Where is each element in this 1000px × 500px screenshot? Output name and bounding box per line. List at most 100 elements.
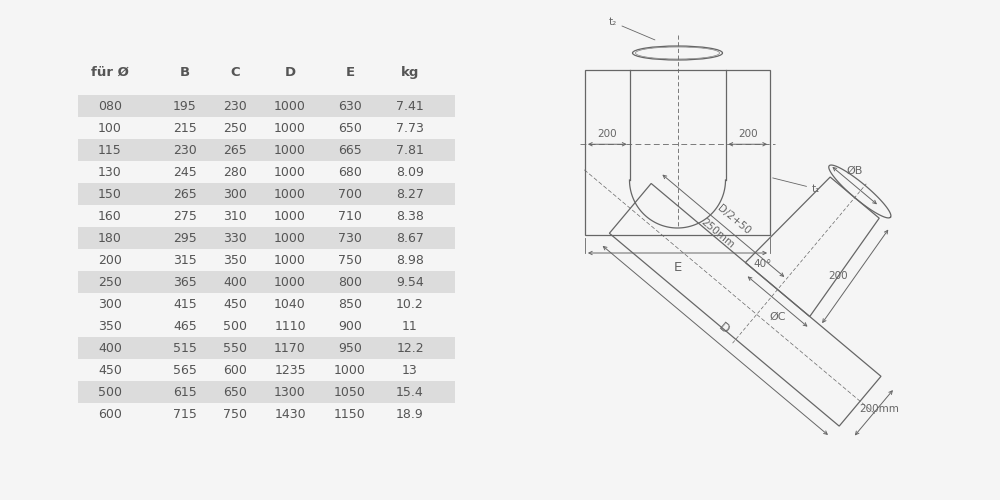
Text: t₁: t₁ — [773, 178, 820, 194]
Text: 565: 565 — [173, 364, 197, 376]
Text: 9.54: 9.54 — [396, 276, 424, 288]
Bar — [585, 70, 770, 235]
Text: 200: 200 — [828, 272, 848, 281]
Text: 680: 680 — [338, 166, 362, 178]
Text: 230: 230 — [173, 144, 197, 156]
Text: 245: 245 — [173, 166, 197, 178]
Text: 1150: 1150 — [334, 408, 366, 420]
Text: 1000: 1000 — [274, 232, 306, 244]
Text: 1000: 1000 — [274, 122, 306, 134]
Text: 650: 650 — [223, 386, 247, 398]
Text: 400: 400 — [223, 276, 247, 288]
Text: 250: 250 — [223, 122, 247, 134]
Text: 615: 615 — [173, 386, 197, 398]
Text: 295: 295 — [173, 232, 197, 244]
Text: 850: 850 — [338, 298, 362, 310]
Bar — [78, 227, 455, 249]
Text: 650: 650 — [338, 122, 362, 134]
Bar — [78, 95, 455, 117]
Text: 1300: 1300 — [274, 386, 306, 398]
Text: 195: 195 — [173, 100, 197, 112]
Text: 200: 200 — [597, 129, 617, 139]
Text: 250: 250 — [98, 276, 122, 288]
Text: t₂: t₂ — [608, 17, 655, 40]
Text: 315: 315 — [173, 254, 197, 266]
Text: 8.09: 8.09 — [396, 166, 424, 178]
Text: 12.2: 12.2 — [396, 342, 424, 354]
Text: D: D — [284, 66, 296, 79]
Text: B: B — [180, 66, 190, 79]
Text: ØC: ØC — [769, 312, 786, 322]
Text: 215: 215 — [173, 122, 197, 134]
Text: 730: 730 — [338, 232, 362, 244]
Text: 280: 280 — [223, 166, 247, 178]
Text: 200mm: 200mm — [859, 404, 899, 414]
Text: 150: 150 — [98, 188, 122, 200]
Text: 1235: 1235 — [274, 364, 306, 376]
Text: 600: 600 — [98, 408, 122, 420]
Bar — [78, 139, 455, 161]
Ellipse shape — [636, 47, 720, 59]
Text: 13: 13 — [402, 364, 418, 376]
Text: für Ø: für Ø — [91, 66, 129, 79]
Text: 800: 800 — [338, 276, 362, 288]
Text: 1170: 1170 — [274, 342, 306, 354]
Text: 130: 130 — [98, 166, 122, 178]
Text: E: E — [673, 261, 682, 274]
Text: 115: 115 — [98, 144, 122, 156]
Text: 1000: 1000 — [274, 100, 306, 112]
Text: 1050: 1050 — [334, 386, 366, 398]
Bar — [78, 183, 455, 205]
Text: 100: 100 — [98, 122, 122, 134]
Text: 300: 300 — [223, 188, 247, 200]
Text: 7.41: 7.41 — [396, 100, 424, 112]
Text: 310: 310 — [223, 210, 247, 222]
Text: 7.73: 7.73 — [396, 122, 424, 134]
Text: 1000: 1000 — [274, 188, 306, 200]
Text: 080: 080 — [98, 100, 122, 112]
Text: 8.38: 8.38 — [396, 210, 424, 222]
Text: 950: 950 — [338, 342, 362, 354]
Text: 1000: 1000 — [274, 254, 306, 266]
Bar — [78, 381, 455, 403]
Text: 1000: 1000 — [334, 364, 366, 376]
Bar — [78, 271, 455, 293]
Text: 700: 700 — [338, 188, 362, 200]
Text: 415: 415 — [173, 298, 197, 310]
Text: 265: 265 — [223, 144, 247, 156]
Text: kg: kg — [401, 66, 419, 79]
Text: 365: 365 — [173, 276, 197, 288]
Text: 450: 450 — [223, 298, 247, 310]
Text: 10.2: 10.2 — [396, 298, 424, 310]
Text: 350: 350 — [223, 254, 247, 266]
Text: 200: 200 — [98, 254, 122, 266]
Text: 8.98: 8.98 — [396, 254, 424, 266]
Text: E: E — [345, 66, 355, 79]
Text: 515: 515 — [173, 342, 197, 354]
Text: 265: 265 — [173, 188, 197, 200]
Text: 7.81: 7.81 — [396, 144, 424, 156]
Text: 300: 300 — [98, 298, 122, 310]
Text: 15.4: 15.4 — [396, 386, 424, 398]
Text: 8.27: 8.27 — [396, 188, 424, 200]
Text: 710: 710 — [338, 210, 362, 222]
Text: 330: 330 — [223, 232, 247, 244]
Text: 11: 11 — [402, 320, 418, 332]
Text: 230: 230 — [223, 100, 247, 112]
Text: 600: 600 — [223, 364, 247, 376]
Text: 465: 465 — [173, 320, 197, 332]
Text: 665: 665 — [338, 144, 362, 156]
Text: ØB: ØB — [847, 166, 863, 175]
Text: 1000: 1000 — [274, 276, 306, 288]
Text: 400: 400 — [98, 342, 122, 354]
Text: 18.9: 18.9 — [396, 408, 424, 420]
Text: 750: 750 — [223, 408, 247, 420]
Text: 8.67: 8.67 — [396, 232, 424, 244]
Text: 550: 550 — [223, 342, 247, 354]
Text: 750: 750 — [338, 254, 362, 266]
Text: 275: 275 — [173, 210, 197, 222]
Text: 160: 160 — [98, 210, 122, 222]
Text: 500: 500 — [223, 320, 247, 332]
Text: 715: 715 — [173, 408, 197, 420]
Text: 1000: 1000 — [274, 166, 306, 178]
